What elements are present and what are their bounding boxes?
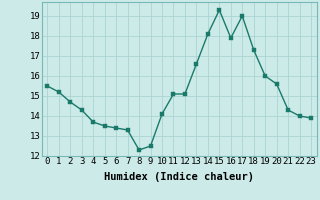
- X-axis label: Humidex (Indice chaleur): Humidex (Indice chaleur): [104, 172, 254, 182]
